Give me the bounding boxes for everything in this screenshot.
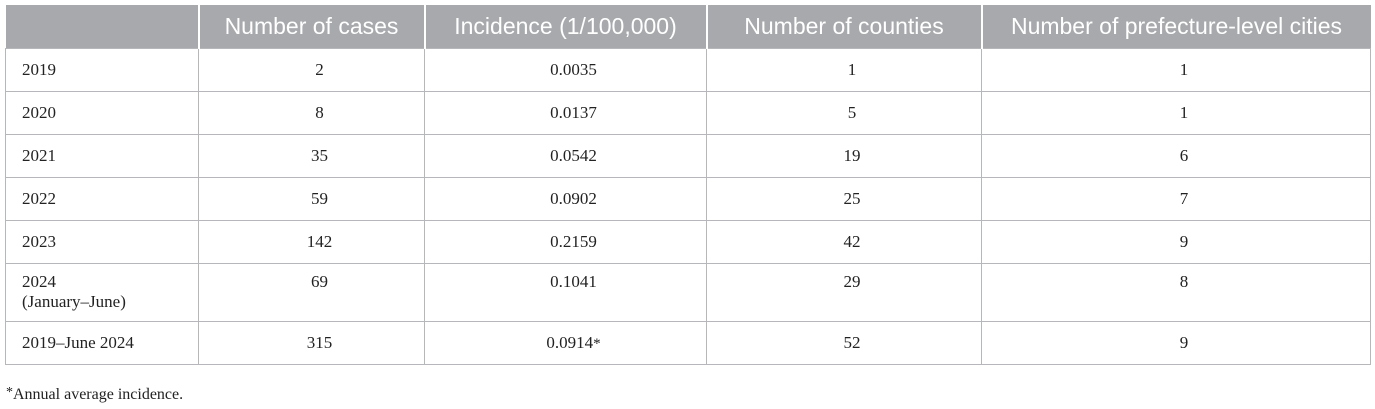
table-row: 2019–June 2024 315 0.0914* 52 9 xyxy=(5,321,1371,365)
footnote-text: Annual average incidence. xyxy=(13,386,184,403)
cell-cases: 8 xyxy=(198,91,425,135)
table-row: 2020 8 0.0137 5 1 xyxy=(5,91,1371,135)
cell-counties: 52 xyxy=(706,321,982,365)
cell-cases: 2 xyxy=(198,48,425,92)
cell-incidence: 0.0914* xyxy=(424,321,707,365)
table-row: 2024 (January–June) 69 0.1041 29 8 xyxy=(5,263,1371,322)
cell-counties: 1 xyxy=(706,48,982,92)
table-row: 2019 2 0.0035 1 1 xyxy=(5,48,1371,92)
cell-incidence: 0.0035 xyxy=(424,48,707,92)
cell-year: 2024 (January–June) xyxy=(5,263,199,322)
cell-cities: 9 xyxy=(981,220,1371,264)
table-row: 2021 35 0.0542 19 6 xyxy=(5,134,1371,178)
cell-cities: 6 xyxy=(981,134,1371,178)
table-header: Number of cases Incidence (1/100,000) Nu… xyxy=(5,5,1371,49)
cell-cities: 1 xyxy=(981,48,1371,92)
header-counties: Number of counties xyxy=(706,5,983,49)
data-table-container: Number of cases Incidence (1/100,000) Nu… xyxy=(5,5,1371,365)
cell-incidence: 0.2159 xyxy=(424,220,707,264)
cell-cases: 142 xyxy=(198,220,425,264)
cell-cities: 9 xyxy=(981,321,1371,365)
cell-cases: 315 xyxy=(198,321,425,365)
footnote-marker: * xyxy=(593,336,601,352)
header-cities: Number of prefecture-level cities xyxy=(981,5,1371,49)
cell-year: 2019 xyxy=(5,48,199,92)
table-row: 2022 59 0.0902 25 7 xyxy=(5,177,1371,221)
cell-year: 2022 xyxy=(5,177,199,221)
cell-year-main: 2024 xyxy=(22,272,56,291)
incidence-table: Number of cases Incidence (1/100,000) Nu… xyxy=(5,5,1371,365)
table-row: 2023 142 0.2159 42 9 xyxy=(5,220,1371,264)
header-incidence: Incidence (1/100,000) xyxy=(424,5,708,49)
cell-incidence-value: 0.0914 xyxy=(546,333,594,352)
cell-year: 2023 xyxy=(5,220,199,264)
cell-counties: 25 xyxy=(706,177,982,221)
cell-incidence: 0.0542 xyxy=(424,134,707,178)
footnote-star: * xyxy=(6,385,13,400)
cell-cities: 8 xyxy=(981,263,1371,322)
cell-incidence: 0.0137 xyxy=(424,91,707,135)
cell-cities: 1 xyxy=(981,91,1371,135)
cell-cities: 7 xyxy=(981,177,1371,221)
cell-incidence: 0.1041 xyxy=(424,263,707,322)
cell-cases: 59 xyxy=(198,177,425,221)
cell-counties: 5 xyxy=(706,91,982,135)
cell-cases: 69 xyxy=(198,263,425,322)
cell-year-sub: (January–June) xyxy=(22,292,126,311)
cell-incidence: 0.0902 xyxy=(424,177,707,221)
header-year xyxy=(5,5,200,49)
cell-counties: 29 xyxy=(706,263,982,322)
header-row: Number of cases Incidence (1/100,000) Nu… xyxy=(5,5,1371,49)
cell-year: 2020 xyxy=(5,91,199,135)
table-footnote: *Annual average incidence. xyxy=(6,385,183,404)
table-body: 2019 2 0.0035 1 1 2020 8 0.0137 5 1 2021… xyxy=(5,48,1371,365)
cell-cases: 35 xyxy=(198,134,425,178)
cell-year: 2019–June 2024 xyxy=(5,321,199,365)
cell-counties: 19 xyxy=(706,134,982,178)
cell-counties: 42 xyxy=(706,220,982,264)
header-cases: Number of cases xyxy=(198,5,426,49)
cell-year: 2021 xyxy=(5,134,199,178)
